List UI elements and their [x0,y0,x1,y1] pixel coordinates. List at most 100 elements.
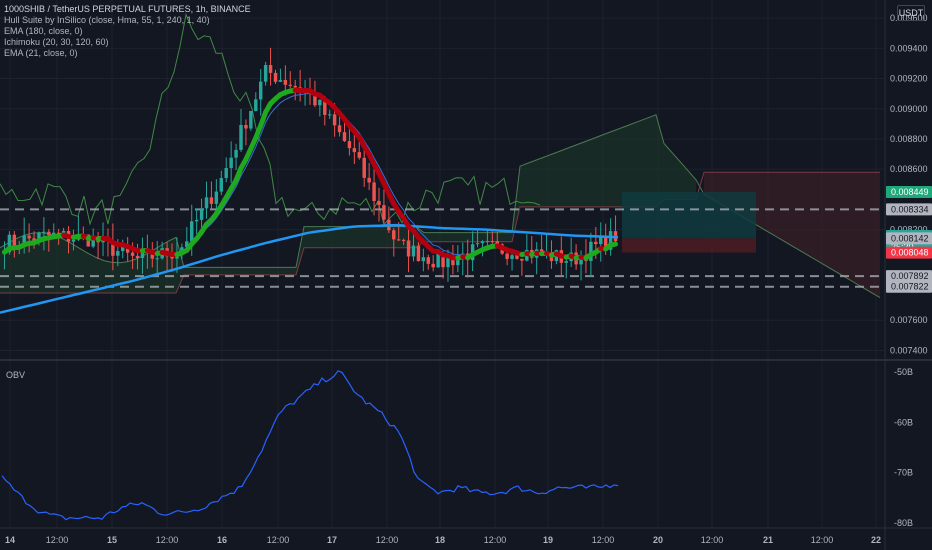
price-tag-label: 0.008048 [891,248,929,258]
candle-body [377,200,381,206]
price-tick-label: 0.008800 [890,134,928,144]
candle-body [416,245,421,262]
candle-body [185,241,189,248]
candle-body [495,241,499,245]
price-tick-label: 0.008200 [890,225,928,235]
obv-tick-label: -50B [894,367,913,377]
time-tick-label: 12:00 [156,535,179,545]
candle-body [323,99,327,115]
candle-body [451,257,455,266]
candle-body [352,148,357,153]
legend-hull-suite[interactable]: Hull Suite by InSilico (close, Hma, 55, … [4,15,210,25]
obv-tick-label: -60B [894,417,913,427]
candle-body [332,114,337,126]
ichimoku-lagging-span [0,12,541,226]
candle-body [441,252,445,268]
obv-tick-label: -70B [894,468,913,478]
candle-body [337,125,342,133]
candle-body [56,232,61,234]
hull-segment [608,241,619,248]
candle-body [599,236,603,245]
candle-body [362,157,366,178]
candle-body [594,241,598,245]
candle-body [130,252,135,256]
candle-body [382,205,386,220]
price-tick-label: 0.007600 [890,315,928,325]
candle-body [47,231,51,235]
candle-body [357,152,362,158]
candle-body [37,232,41,242]
candle-body [125,246,130,253]
time-tick-label: 18 [435,535,445,545]
time-tick-label: 12:00 [46,535,69,545]
time-tick-label: 19 [543,535,553,545]
candle-body [485,241,490,243]
candle-body [515,255,519,259]
candle-body [510,255,514,259]
candle-body [194,219,199,222]
candle-body [7,234,12,253]
candle-body [155,258,159,260]
legend-ema-21[interactable]: EMA (21, close, 0) [4,48,78,58]
candle-body [293,85,297,88]
long-position-box[interactable] [622,191,756,253]
candle-body [91,236,95,247]
candle-body [111,240,115,256]
time-axis[interactable]: 14 12:00 15 12:00 16 12:00 17 12:00 18 12:00 19 12:… [5,535,881,545]
time-tick-label: 12:00 [592,535,615,545]
candle-body [42,231,46,233]
symbol-title[interactable]: 1000SHIB / TetherUS PERPETUAL FUTURES, 1… [4,4,251,14]
position-target-zone [622,191,756,239]
candle-body [505,253,509,259]
obv-pane-label[interactable]: OBV [6,370,26,380]
candle-body [589,241,593,262]
candle-body [490,241,495,243]
time-tick-label: 12:00 [484,535,507,545]
candle-body [32,238,36,242]
candle-body [327,114,332,116]
price-tag-label: 0.007892 [891,271,929,281]
candle-body [426,257,430,264]
time-tick-label: 12:00 [376,535,399,545]
candle-body [446,257,450,268]
time-tick-label: 12:00 [701,535,724,545]
candle-body [456,257,460,266]
candle-body [121,246,125,252]
legend-ichimoku[interactable]: Ichimoku (20, 30, 120, 60) [4,37,109,47]
price-tag-bg [886,280,932,293]
obv-tick-label: -80B [894,518,913,528]
time-tick-label: 15 [107,535,117,545]
legend-ema-180[interactable]: EMA (180, close, 0) [4,26,83,36]
time-tick-label: 21 [763,535,773,545]
candle-body [406,240,411,257]
candle-body [254,99,258,111]
candle-body [273,72,278,82]
candle-body [288,84,293,86]
time-tick-label: 14 [5,535,15,545]
price-axis[interactable]: 0.009600 0.009400 0.009200 0.009000 0.008800… [890,13,928,528]
price-tag-bg [886,185,932,198]
time-tick-label: 16 [217,535,227,545]
time-tick-label: 22 [871,535,881,545]
price-tick-label: 0.009200 [890,74,928,84]
price-tag-label: 0.008449 [891,187,929,197]
price-tag-label: 0.008334 [891,204,929,214]
candle-body [52,232,56,235]
candle-body [520,258,524,261]
currency-button[interactable]: USDT [897,5,925,21]
candle-body [392,230,396,240]
price-tag-label: 0.007822 [891,282,929,292]
ichimoku-span-b [0,171,880,294]
candle-body [436,252,440,268]
candle-body [224,168,228,179]
time-tick-label: 20 [653,535,663,545]
price-tick-label: 0.008600 [890,164,928,174]
price-tags: 0.0084490.0083340.00815835:300.0081420.0… [886,185,932,293]
candle-body [170,256,174,259]
candle-body [411,245,416,257]
candle-body [234,149,238,158]
candle-body [249,110,253,129]
ema180-path [0,223,619,314]
price-tag-label: 0.008142 [891,233,929,243]
